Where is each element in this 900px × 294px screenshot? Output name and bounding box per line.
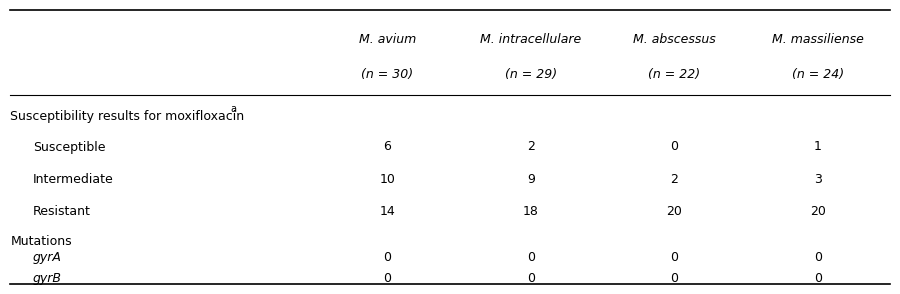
Text: Intermediate: Intermediate [32, 173, 113, 186]
Text: 18: 18 [523, 205, 539, 218]
Text: 20: 20 [810, 205, 826, 218]
Text: M. intracellulare: M. intracellulare [480, 33, 581, 46]
Text: 1: 1 [814, 141, 822, 153]
Text: gyrA: gyrA [32, 251, 62, 264]
Text: Susceptibility results for moxifloxacin: Susceptibility results for moxifloxacin [11, 110, 245, 123]
Text: (n = 29): (n = 29) [505, 68, 557, 81]
Text: Mutations: Mutations [11, 235, 72, 248]
Text: (n = 30): (n = 30) [361, 68, 413, 81]
Text: 10: 10 [379, 173, 395, 186]
Text: 14: 14 [379, 205, 395, 218]
Text: 2: 2 [670, 173, 679, 186]
Text: 0: 0 [814, 272, 822, 285]
Text: 0: 0 [526, 272, 535, 285]
Text: 20: 20 [666, 205, 682, 218]
Text: 9: 9 [526, 173, 535, 186]
Text: gyrB: gyrB [32, 272, 62, 285]
Text: (n = 22): (n = 22) [648, 68, 700, 81]
Text: 0: 0 [526, 251, 535, 264]
Text: 0: 0 [670, 251, 679, 264]
Text: M. avium: M. avium [358, 33, 416, 46]
Text: 0: 0 [383, 251, 392, 264]
Text: M. abscessus: M. abscessus [633, 33, 716, 46]
Text: 6: 6 [383, 141, 392, 153]
Text: M. massiliense: M. massiliense [772, 33, 864, 46]
Text: 0: 0 [814, 251, 822, 264]
Text: 3: 3 [814, 173, 822, 186]
Text: 0: 0 [670, 141, 679, 153]
Text: a: a [230, 104, 236, 114]
Text: 0: 0 [383, 272, 392, 285]
Text: 0: 0 [670, 272, 679, 285]
Text: (n = 24): (n = 24) [792, 68, 844, 81]
Text: Susceptible: Susceptible [32, 141, 105, 153]
Text: Resistant: Resistant [32, 205, 91, 218]
Text: 2: 2 [526, 141, 535, 153]
